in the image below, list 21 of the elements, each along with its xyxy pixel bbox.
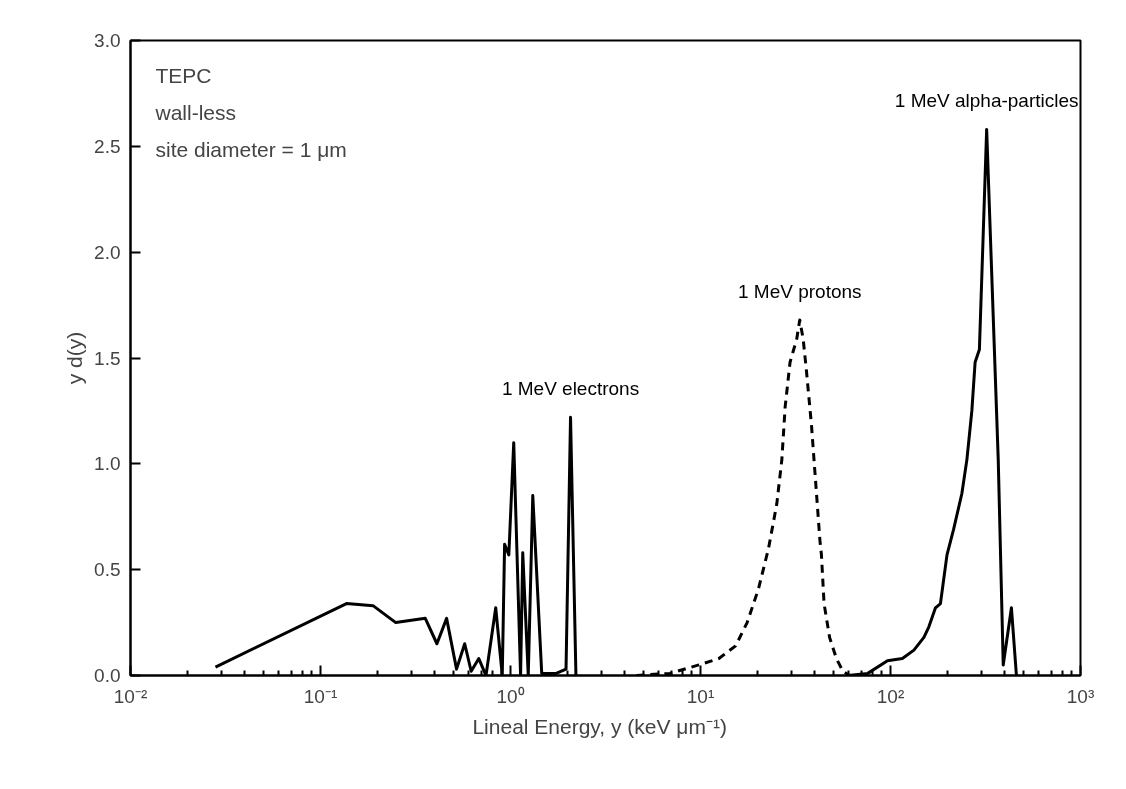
series-label: 1 MeV protons	[737, 280, 862, 302]
y-tick-label: 1.0	[94, 453, 121, 475]
series-label: 1 MeV electrons	[501, 378, 640, 400]
annotation: TEPC	[155, 64, 212, 87]
y-tick-label: 0.5	[94, 559, 121, 581]
x-tick-label: 10²	[876, 685, 905, 707]
y-tick-label: 2.0	[94, 241, 121, 263]
series-label: 1 MeV alpha-particles	[894, 90, 1079, 112]
y-tick-label: 3.0	[94, 30, 121, 51]
annotation: wall-less	[154, 101, 237, 124]
x-tick-label: 10⁻²	[113, 685, 148, 707]
x-tick-label: 10³	[1066, 685, 1095, 707]
y-tick-label: 1.5	[94, 347, 121, 369]
x-axis-title: Lineal Energy, y (keV μm⁻¹)	[472, 714, 727, 738]
x-tick-label: 10⁰	[496, 685, 525, 707]
y-tick-label: 0.0	[94, 665, 121, 686]
y-tick-label: 2.5	[94, 135, 121, 157]
x-tick-label: 10⁻¹	[303, 685, 338, 707]
y-axis-title: y d(y)	[63, 331, 87, 385]
x-tick-label: 10¹	[686, 685, 715, 707]
annotation: site diameter = 1 μm	[155, 138, 347, 161]
